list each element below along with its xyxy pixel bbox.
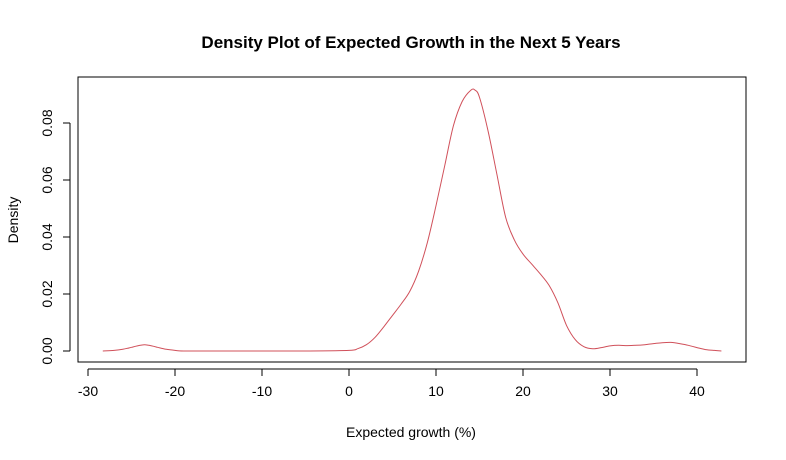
y-tick-label: 0.08: [39, 109, 55, 136]
y-axis: 0.00 0.02 0.04 0.06 0.08: [39, 109, 71, 365]
x-tick-label: 30: [602, 383, 618, 399]
x-tick-label: -20: [165, 383, 185, 399]
x-axis-label: Expected growth (%): [346, 424, 476, 440]
x-tick-label: -30: [78, 383, 98, 399]
plot-frame: [77, 76, 747, 363]
y-tick-label: 0.02: [39, 280, 55, 307]
x-tick-label: 40: [689, 383, 705, 399]
x-axis: -30 -20 -10 0 10 20 30 40: [78, 368, 705, 399]
x-tick-label: 10: [428, 383, 444, 399]
y-tick-label: 0.00: [39, 337, 55, 364]
density-curve: [102, 88, 722, 352]
y-tick-label: 0.06: [39, 166, 55, 193]
y-axis-label: Density: [5, 197, 21, 244]
x-tick-label: 20: [515, 383, 531, 399]
chart-title: Density Plot of Expected Growth in the N…: [201, 33, 620, 52]
x-tick-label: -10: [252, 383, 272, 399]
x-tick-label: 0: [345, 383, 353, 399]
y-tick-label: 0.04: [39, 223, 55, 250]
